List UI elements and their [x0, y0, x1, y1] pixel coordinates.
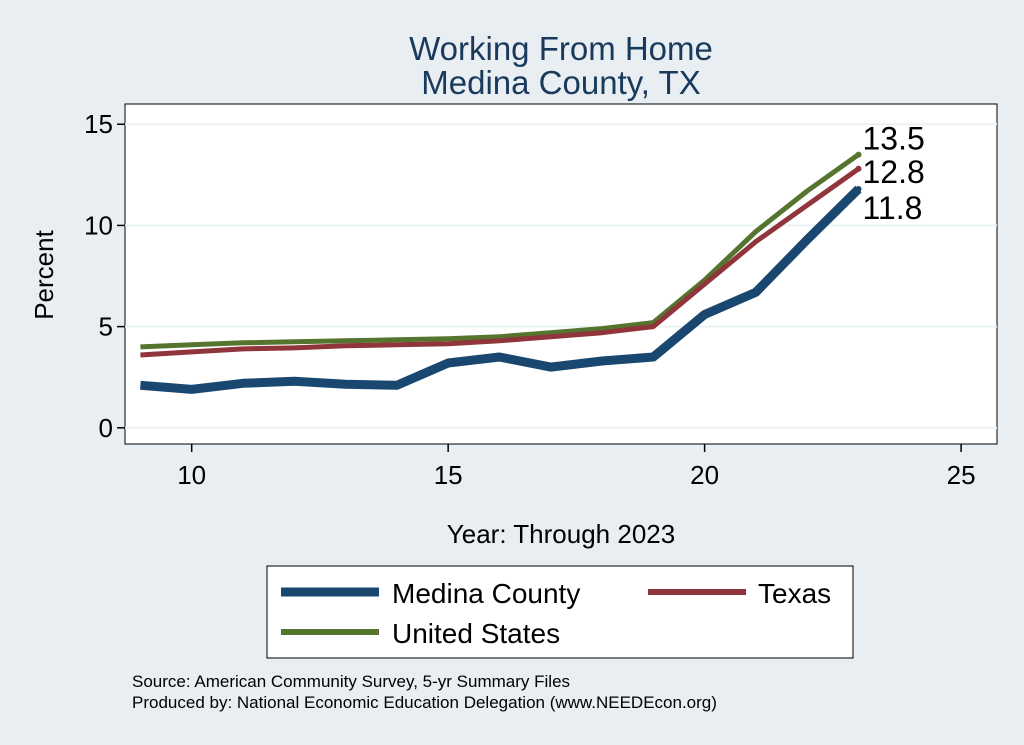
- source-note: Source: American Community Survey, 5-yr …: [132, 672, 570, 691]
- x-tick-label: 15: [434, 460, 463, 490]
- legend-box: [266, 565, 854, 659]
- axes: 0 5 10 15 10 15 20 25: [84, 109, 975, 490]
- gridlines: [125, 123, 997, 429]
- legend: Medina County Texas United States: [266, 565, 854, 659]
- x-axis-label: Year: Through 2023: [447, 519, 675, 549]
- y-tick-label: 10: [84, 210, 113, 240]
- end-label-united-states: 13.5: [863, 121, 925, 157]
- y-tick-label: 5: [99, 312, 113, 342]
- end-label-texas: 12.8: [863, 154, 925, 190]
- series-end-point: [855, 151, 862, 158]
- legend-label-united-states: United States: [392, 618, 560, 649]
- series-line-medina-county: [140, 185, 862, 394]
- series-end-point: [855, 186, 862, 192]
- x-tick-label: 10: [177, 460, 206, 490]
- x-tick-label: 25: [947, 460, 976, 490]
- legend-label-medina-county: Medina County: [392, 578, 580, 609]
- end-labels: 11.812.813.5: [863, 121, 925, 226]
- y-tick-label: 15: [84, 109, 113, 139]
- y-axis-label: Percent: [29, 229, 59, 319]
- y-tick-label: 0: [99, 413, 113, 443]
- x-tick-label: 20: [690, 460, 719, 490]
- series-end-point: [855, 165, 862, 172]
- series-line-united-states: [140, 152, 860, 350]
- chart-title: Working From Home: [409, 30, 713, 67]
- producer-note: Produced by: National Economic Education…: [132, 693, 717, 712]
- end-label-medina-county: 11.8: [863, 190, 923, 226]
- chart-subtitle: Medina County, TX: [421, 64, 700, 101]
- data-series: [140, 151, 862, 394]
- legend-label-texas: Texas: [758, 578, 831, 609]
- series-line-texas: [140, 166, 860, 358]
